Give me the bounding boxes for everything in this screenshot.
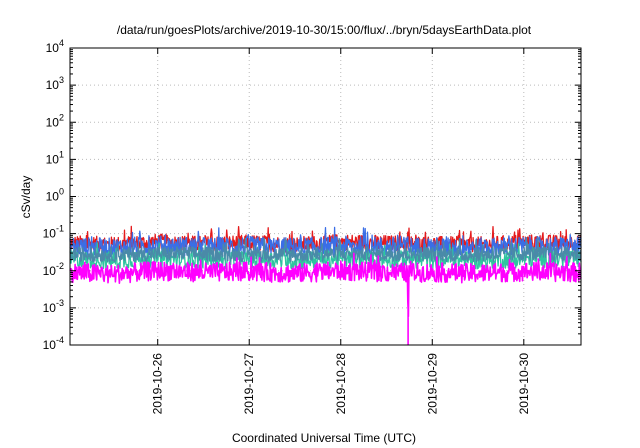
x-axis-label: Coordinated Universal Time (UTC) <box>232 431 416 445</box>
y-tick-label: 10-1 <box>43 224 64 241</box>
series-layer <box>69 225 582 345</box>
x-tick-label: 2019-10-28 <box>334 353 348 415</box>
chart-title: /data/run/goesPlots/archive/2019-10-30/1… <box>117 23 532 37</box>
x-axis-ticks: 2019-10-26 2019-10-27 2019-10-28 2019-10-29… <box>151 48 531 414</box>
y-tick-label: 102 <box>46 112 64 129</box>
x-tick-label: 2019-10-29 <box>425 353 439 415</box>
series-line <box>69 252 582 345</box>
y-tick-label: 103 <box>46 75 64 92</box>
y-tick-label: 100 <box>46 187 64 204</box>
y-tick-label: 101 <box>46 149 64 166</box>
y-tick-label: 10-4 <box>43 335 64 352</box>
x-tick-label: 2019-10-26 <box>151 353 165 415</box>
y-tick-label: 10-2 <box>43 261 64 278</box>
x-tick-label: 2019-10-30 <box>517 353 531 415</box>
y-tick-label: 104 <box>46 38 64 55</box>
x-tick-label: 2019-10-27 <box>242 353 256 415</box>
y-axis-ticks: 104 103 102 101 100 10-1 10-2 10-3 10-4 <box>43 38 581 352</box>
series-line <box>69 236 582 263</box>
grid-lines <box>70 48 581 345</box>
y-tick-label: 10-3 <box>43 298 64 315</box>
y-axis-label: cSv/day <box>19 176 33 219</box>
